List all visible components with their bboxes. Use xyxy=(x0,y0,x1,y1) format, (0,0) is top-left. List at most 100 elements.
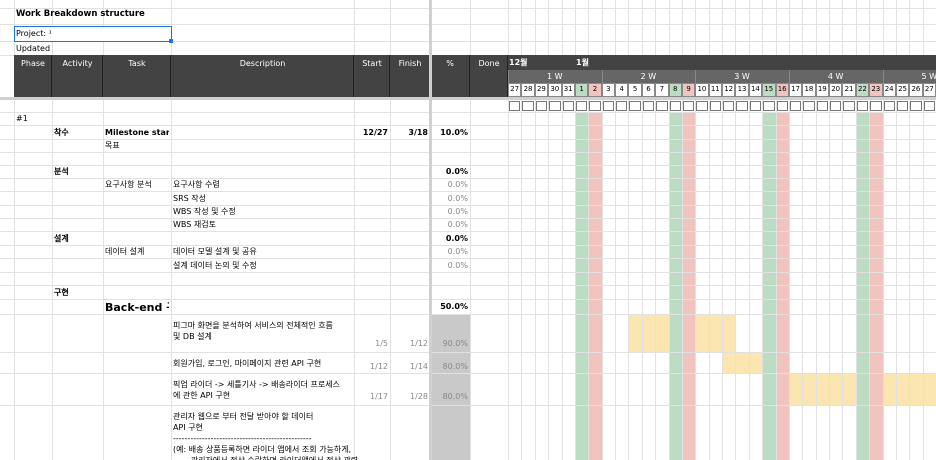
grid-line xyxy=(615,0,616,460)
checkbox-cell xyxy=(535,101,548,111)
percent-cell: 0.0% xyxy=(447,260,468,270)
day-cell xyxy=(534,83,549,97)
grid-line xyxy=(748,0,750,460)
day-label: 25 xyxy=(898,85,908,93)
checkbox-cell xyxy=(923,101,935,111)
start-cell: 1/5 xyxy=(375,339,388,348)
grid-line xyxy=(0,258,936,259)
activity-cell: 구현 xyxy=(54,287,69,297)
week-divider xyxy=(882,70,884,83)
checkbox-cell xyxy=(629,101,641,111)
grid-line xyxy=(0,231,936,232)
grid-line xyxy=(628,0,630,460)
start-cell: 12/27 xyxy=(362,127,388,137)
day-label: 30 xyxy=(550,85,560,93)
month-label: 1월 xyxy=(576,58,589,67)
grid-line xyxy=(0,165,936,166)
updated-label: Updated xyxy=(16,44,51,53)
grid-line xyxy=(708,0,710,460)
checkbox-cell xyxy=(709,101,721,111)
grid-line xyxy=(0,191,936,192)
grid-line xyxy=(0,314,936,315)
day-cell xyxy=(561,83,575,97)
day-label: 6 xyxy=(646,85,651,93)
day-label: 2 xyxy=(592,85,598,93)
percent-cell: 0.0% xyxy=(447,207,468,216)
day-label: 7 xyxy=(659,85,665,93)
day-label: 20 xyxy=(831,85,841,93)
day-label: 28 xyxy=(523,85,533,93)
checkbox-cell xyxy=(642,101,655,111)
day-cell xyxy=(601,83,615,97)
day-cell xyxy=(775,83,789,97)
checkbox-cell xyxy=(602,101,614,111)
grid-line xyxy=(574,0,576,460)
percent-cell: 0.0% xyxy=(447,193,468,203)
day-label: 19 xyxy=(817,85,827,93)
day-cell xyxy=(882,83,896,97)
selected-cell[interactable] xyxy=(14,26,172,42)
percent-cell: 80.0% xyxy=(442,392,468,401)
checkbox-cell xyxy=(776,101,788,111)
grid-line xyxy=(788,0,790,460)
day-label: 31 xyxy=(563,85,573,93)
checkbox-cell xyxy=(656,101,668,111)
day-label: 16 xyxy=(777,85,787,93)
day-label: 11 xyxy=(710,85,720,93)
task-cell: 요구사항 분석 xyxy=(105,180,152,189)
start-cell: 1/12 xyxy=(370,362,388,371)
day-label: 24 xyxy=(884,85,894,93)
grid-line xyxy=(722,0,723,460)
day-label: 5 xyxy=(632,85,638,93)
percent-cell: 0.0% xyxy=(447,247,468,256)
day-cell xyxy=(869,83,883,97)
day-cell xyxy=(895,83,910,97)
day-label: 9 xyxy=(686,85,691,93)
day-cell xyxy=(668,83,682,97)
grid-line xyxy=(0,299,936,300)
grid-line xyxy=(735,0,737,460)
day-cell xyxy=(574,83,589,97)
column-divider xyxy=(102,55,103,97)
grid-line xyxy=(561,0,563,460)
day-label: 22 xyxy=(857,85,867,93)
column-header: Finish xyxy=(398,59,422,68)
freeze-divider xyxy=(429,0,432,460)
grid-line xyxy=(0,8,936,9)
grid-line xyxy=(588,0,590,460)
grid-line xyxy=(762,0,764,460)
checkbox-cell xyxy=(509,101,521,111)
start-cell: 1/17 xyxy=(370,392,388,401)
grid-line xyxy=(0,24,936,25)
grid-line xyxy=(354,0,355,460)
description-cell: SRS 작성 xyxy=(173,193,206,203)
checkbox-cell xyxy=(562,101,574,111)
day-label: 14 xyxy=(750,85,760,93)
task-cell: Milestone start xyxy=(105,127,169,137)
description-cell: 데이터 모델 설계 및 공유 xyxy=(173,247,257,256)
week-label: 3 W xyxy=(734,72,750,81)
grid-line xyxy=(534,0,536,460)
checkbox-cell xyxy=(589,101,601,111)
day-label: 23 xyxy=(871,85,881,93)
day-cell xyxy=(722,83,736,97)
grid-line xyxy=(641,0,643,460)
column-header: Task xyxy=(128,59,146,68)
day-label: 13 xyxy=(737,85,747,93)
task-cell: 데이터 설계 xyxy=(105,247,145,256)
day-label: 3 xyxy=(606,85,611,93)
day-cell xyxy=(815,83,829,97)
grid-line xyxy=(0,272,936,273)
finish-cell: 1/14 xyxy=(410,362,428,371)
sheet-title: Work Breakdown structure xyxy=(16,9,145,19)
day-cell xyxy=(681,83,696,97)
grid-line xyxy=(0,218,936,219)
grid-line xyxy=(775,0,777,460)
grid-line xyxy=(0,352,936,353)
description-cell: 설계 데이터 논의 및 수정 xyxy=(173,260,257,270)
column-header: % xyxy=(446,59,454,68)
day-cell xyxy=(708,83,722,97)
grid-line xyxy=(802,0,804,460)
checkbox-cell xyxy=(870,101,882,111)
grid-line xyxy=(0,112,936,113)
